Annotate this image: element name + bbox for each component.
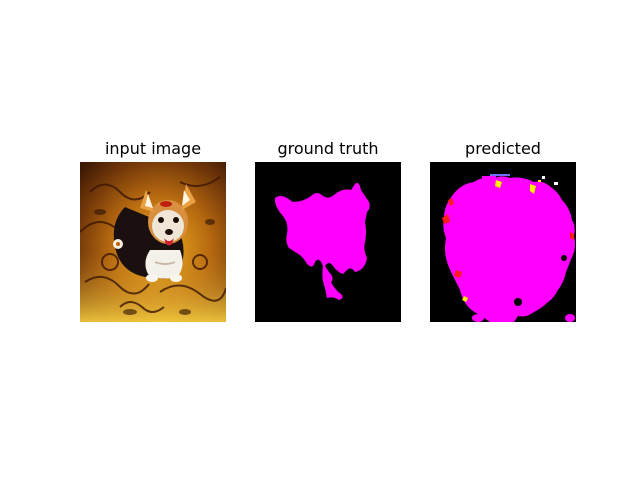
predicted-foreground [443,176,575,322]
predicted-panel [430,162,576,322]
predicted-title: predicted [465,139,541,158]
ground-truth-foreground [275,182,370,300]
ground-truth-title: ground truth [277,139,379,158]
input-image [80,162,226,322]
input-image-title: input image [104,139,202,158]
input-image-panel [80,162,226,322]
dog-figure [113,184,196,282]
predicted-mask [430,162,576,322]
ground-truth-mask [255,162,401,322]
ground-truth-panel [255,162,401,322]
